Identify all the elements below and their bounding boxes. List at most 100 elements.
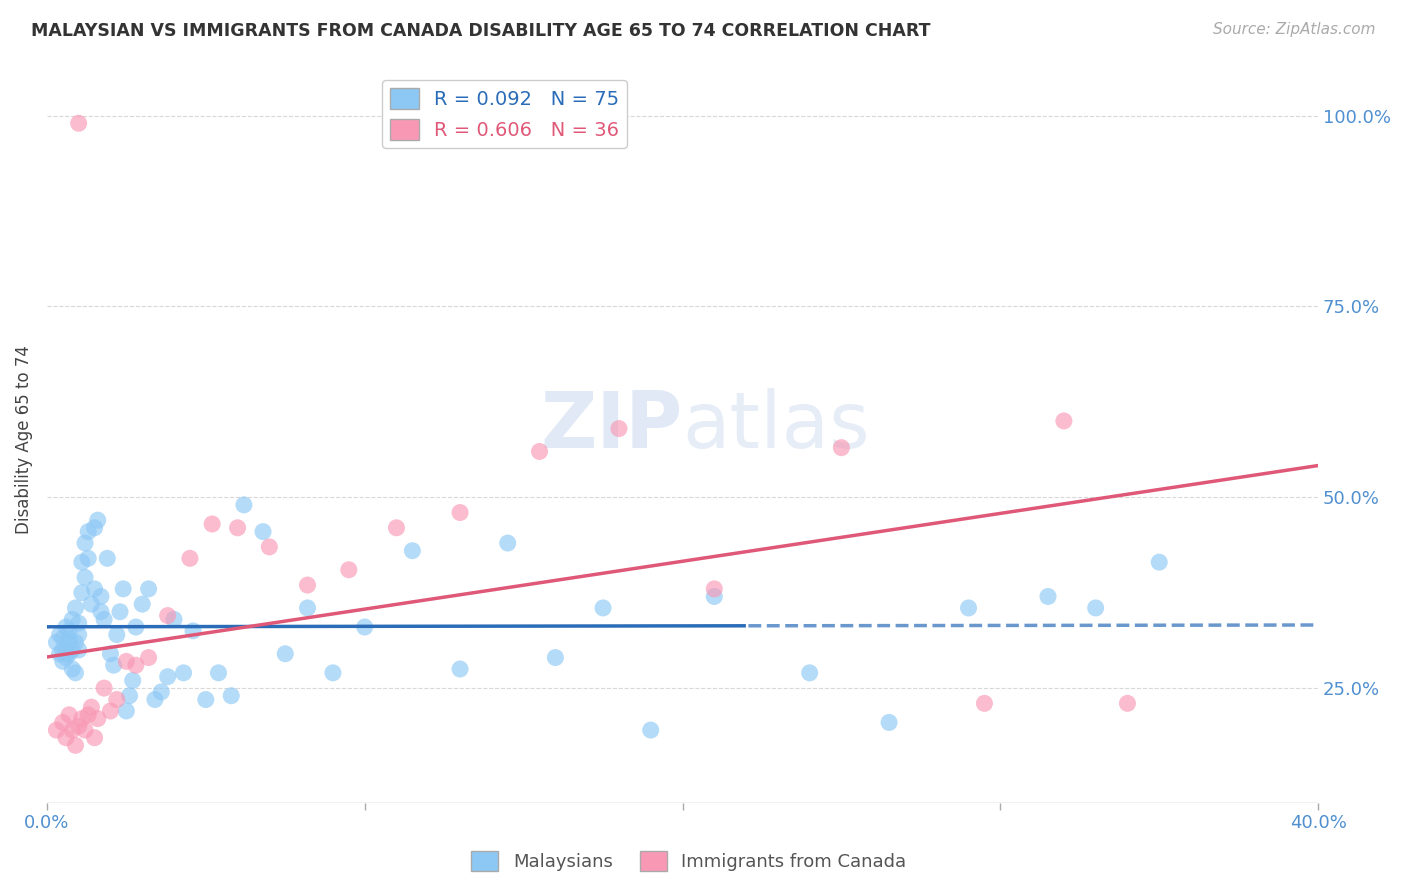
Point: [105, 692, 128, 706]
Point: [108, 605, 131, 619]
Point: [322, 665, 344, 680]
Point: [60, 662, 83, 676]
Point: [125, 658, 148, 673]
Point: [163, 612, 186, 626]
Point: [1147, 555, 1170, 569]
Point: [274, 647, 297, 661]
Point: [93, 612, 115, 626]
Point: [592, 601, 614, 615]
Point: [60, 643, 83, 657]
Point: [118, 689, 141, 703]
Point: [55, 620, 77, 634]
Point: [73, 723, 96, 737]
Point: [67, 719, 90, 733]
Point: [45, 635, 67, 649]
Point: [640, 723, 662, 737]
Point: [93, 681, 115, 695]
Point: [67, 616, 90, 631]
Point: [67, 643, 90, 657]
Point: [181, 624, 204, 638]
Point: [80, 700, 103, 714]
Point: [219, 689, 242, 703]
Point: [83, 582, 105, 596]
Legend: Malaysians, Immigrants from Canada: Malaysians, Immigrants from Canada: [464, 844, 914, 879]
Point: [52, 643, 75, 657]
Point: [156, 670, 179, 684]
Point: [58, 647, 80, 661]
Point: [353, 620, 375, 634]
Point: [201, 516, 224, 531]
Point: [496, 536, 519, 550]
Point: [67, 116, 90, 130]
Point: [77, 551, 100, 566]
Point: [58, 632, 80, 646]
Point: [297, 578, 319, 592]
Point: [703, 590, 725, 604]
Point: [1116, 697, 1139, 711]
Point: [830, 441, 852, 455]
Point: [55, 731, 77, 745]
Point: [449, 662, 471, 676]
Point: [77, 524, 100, 539]
Point: [55, 650, 77, 665]
Legend: R = 0.092   N = 75, R = 0.606   N = 36: R = 0.092 N = 75, R = 0.606 N = 36: [382, 80, 627, 147]
Point: [70, 555, 93, 569]
Point: [194, 692, 217, 706]
Point: [45, 723, 67, 737]
Point: [87, 513, 110, 527]
Text: MALAYSIAN VS IMMIGRANTS FROM CANADA DISABILITY AGE 65 TO 74 CORRELATION CHART: MALAYSIAN VS IMMIGRANTS FROM CANADA DISA…: [31, 22, 931, 40]
Point: [1036, 590, 1059, 604]
Point: [58, 624, 80, 638]
Point: [80, 597, 103, 611]
Point: [385, 521, 408, 535]
Point: [703, 582, 725, 596]
Point: [48, 647, 70, 661]
Point: [401, 543, 423, 558]
Point: [337, 563, 360, 577]
Point: [48, 628, 70, 642]
Point: [529, 444, 551, 458]
Point: [90, 605, 112, 619]
Point: [65, 635, 87, 649]
Y-axis label: Disability Age 65 to 74: Disability Age 65 to 74: [15, 345, 32, 534]
Point: [100, 647, 122, 661]
Point: [138, 650, 160, 665]
Text: Source: ZipAtlas.com: Source: ZipAtlas.com: [1212, 22, 1375, 37]
Point: [125, 620, 148, 634]
Point: [232, 498, 254, 512]
Point: [52, 632, 75, 646]
Point: [799, 665, 821, 680]
Point: [115, 654, 138, 668]
Point: [138, 582, 160, 596]
Point: [67, 628, 90, 642]
Point: [65, 601, 87, 615]
Point: [100, 704, 122, 718]
Point: [103, 658, 125, 673]
Point: [73, 536, 96, 550]
Point: [55, 647, 77, 661]
Point: [73, 570, 96, 584]
Point: [70, 585, 93, 599]
Point: [173, 665, 195, 680]
Point: [207, 665, 229, 680]
Point: [65, 665, 87, 680]
Point: [121, 673, 143, 688]
Text: atlas: atlas: [682, 387, 870, 464]
Point: [226, 521, 249, 535]
Point: [83, 731, 105, 745]
Point: [77, 707, 100, 722]
Point: [70, 712, 93, 726]
Point: [1084, 601, 1107, 615]
Point: [60, 612, 83, 626]
Point: [973, 697, 995, 711]
Point: [112, 582, 135, 596]
Point: [150, 685, 173, 699]
Point: [115, 704, 138, 718]
Point: [252, 524, 274, 539]
Point: [297, 601, 319, 615]
Point: [131, 597, 153, 611]
Point: [60, 723, 83, 737]
Point: [96, 551, 118, 566]
Point: [1053, 414, 1076, 428]
Point: [58, 707, 80, 722]
